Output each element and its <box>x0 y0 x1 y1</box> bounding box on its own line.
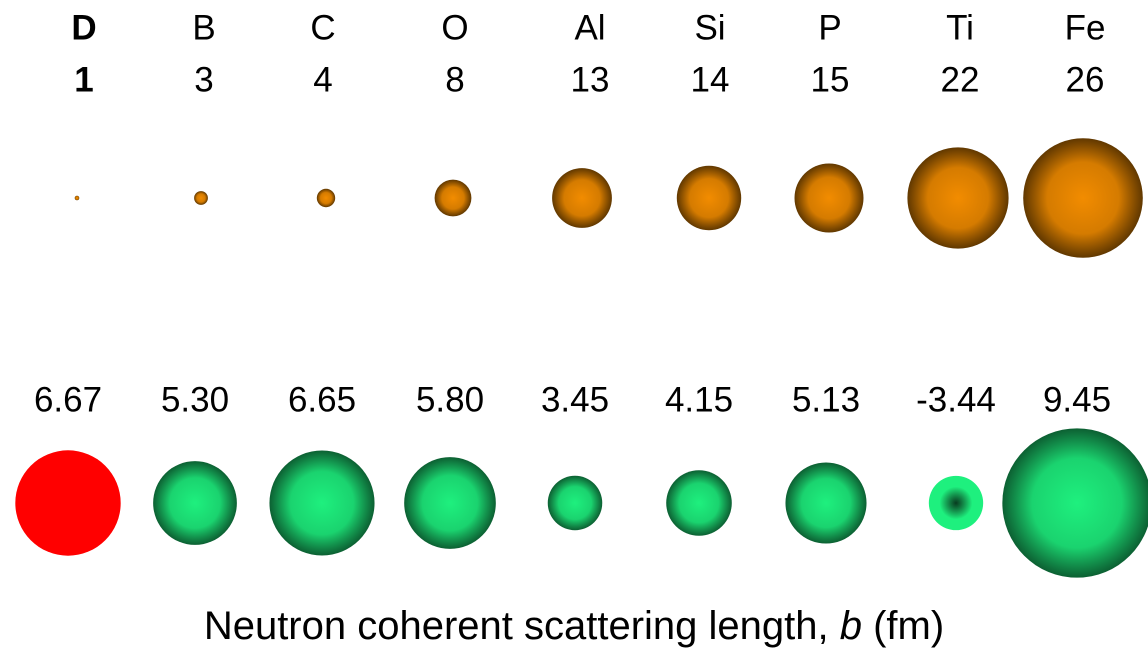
element-symbol: Si <box>694 8 725 47</box>
xray-sphere <box>552 168 612 228</box>
xray-sphere <box>677 166 741 230</box>
neutron-sphere <box>269 450 374 555</box>
atomic-number: 4 <box>313 60 332 99</box>
element-symbol: C <box>310 8 335 47</box>
atomic-number: 3 <box>194 60 213 99</box>
diagram: Neutron coherent scattering length, b (f… <box>0 0 1148 652</box>
atomic-number: 22 <box>941 60 980 99</box>
xray-sphere <box>907 147 1008 248</box>
atomic-number: 1 <box>74 60 93 99</box>
xray-sphere <box>75 196 80 201</box>
element-symbol: O <box>441 8 468 47</box>
neutron-sphere <box>15 450 120 555</box>
atomic-number: 14 <box>691 60 730 99</box>
xray-sphere <box>317 189 335 207</box>
xray-sphere <box>795 164 864 233</box>
atomic-number: 8 <box>445 60 464 99</box>
element-symbol: Fe <box>1065 8 1106 47</box>
element-symbol: Al <box>574 8 605 47</box>
scattering-length: 5.30 <box>161 380 229 419</box>
xray-sphere <box>435 180 472 217</box>
neutron-sphere <box>929 476 983 530</box>
neutron-sphere <box>153 461 237 545</box>
xray-sphere <box>1023 138 1143 258</box>
neutron-sphere <box>404 457 496 549</box>
scattering-length: 4.15 <box>665 380 733 419</box>
scattering-length: 9.45 <box>1043 380 1111 419</box>
atomic-number: 13 <box>571 60 610 99</box>
neutron-sphere <box>666 470 732 536</box>
atomic-number: 15 <box>811 60 850 99</box>
caption-prefix: Neutron coherent scattering length, <box>204 604 840 648</box>
caption-suffix: (fm) <box>862 604 944 648</box>
element-symbol: B <box>192 8 215 47</box>
neutron-sphere <box>1002 428 1148 577</box>
scattering-length: 6.65 <box>288 380 356 419</box>
neutron-sphere <box>785 462 866 543</box>
scattering-length: 5.80 <box>416 380 484 419</box>
scattering-length: 5.13 <box>792 380 860 419</box>
xray-sphere <box>194 191 208 205</box>
element-symbol: D <box>71 8 96 47</box>
scattering-length: -3.44 <box>916 380 996 419</box>
element-symbol: P <box>818 8 841 47</box>
atomic-number: 26 <box>1066 60 1105 99</box>
page: Neutron coherent scattering length, b (f… <box>0 0 1148 652</box>
caption: Neutron coherent scattering length, b (f… <box>204 604 944 648</box>
element-symbol: Ti <box>946 8 974 47</box>
neutron-sphere <box>548 476 603 531</box>
scattering-length: 6.67 <box>34 380 102 419</box>
scattering-length: 3.45 <box>541 380 609 419</box>
caption-variable: b <box>840 604 862 648</box>
